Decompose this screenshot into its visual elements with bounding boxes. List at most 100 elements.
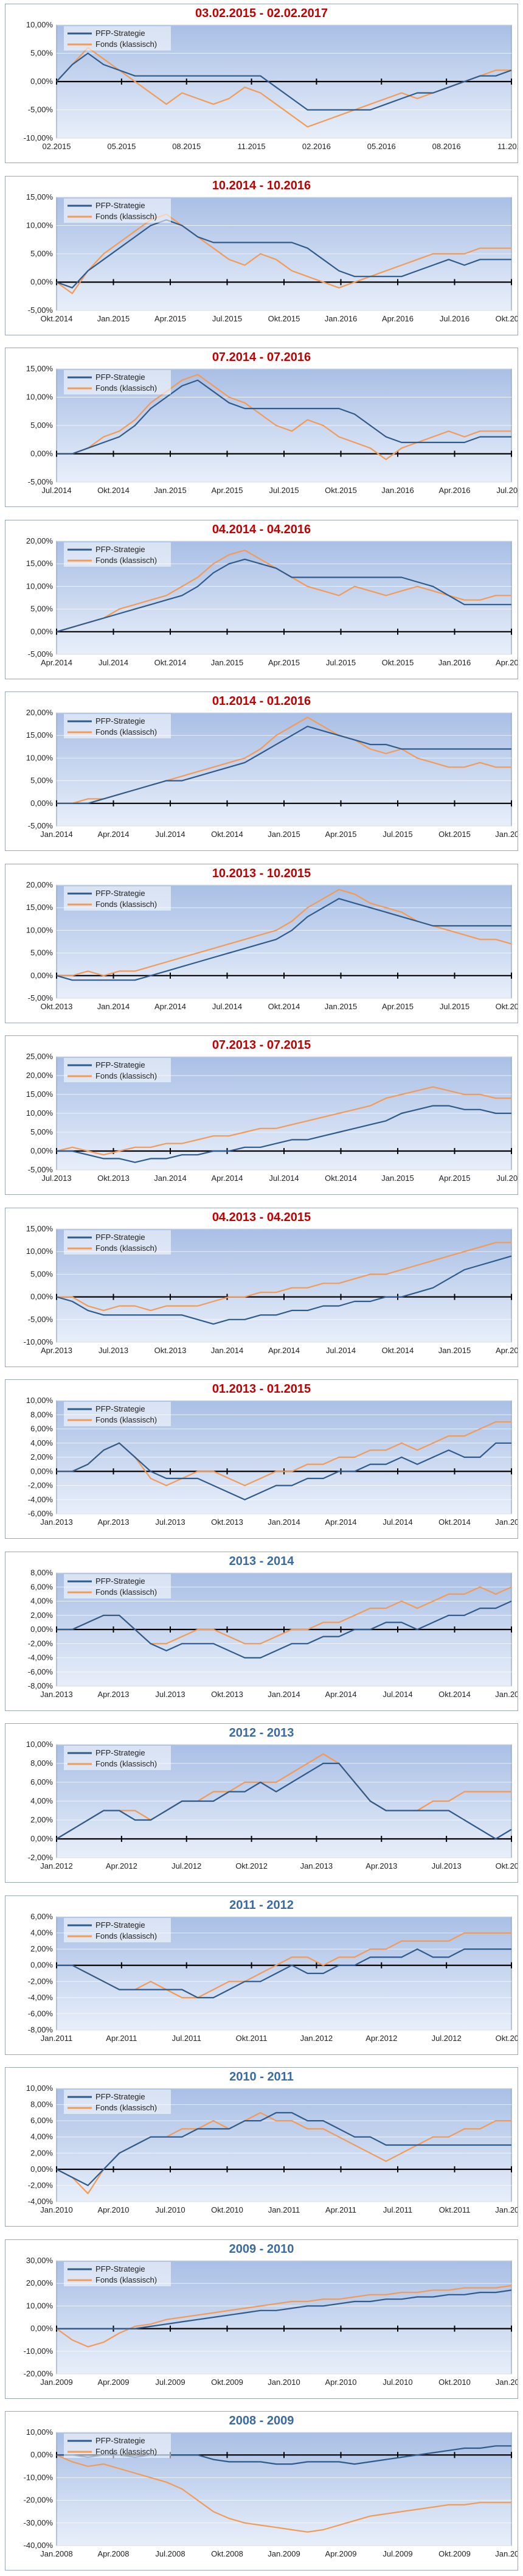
y-tick-label: -6,00% [28,2009,54,2018]
legend-label: Fonds (klassisch) [95,40,157,49]
x-tick-label: Okt.2012 [496,2034,518,2043]
x-tick-label: Jan.2015 [268,830,300,839]
y-tick-label: 0,00% [30,626,53,635]
x-tick-label: Apr.2012 [106,1861,137,1871]
series-line-pfp-strategie [57,379,511,455]
legend: PFP-Strategie Fonds (klassisch) [64,26,171,51]
y-tick-label: -5,00% [28,993,54,1003]
series-line-pfp-strategie [56,1762,512,1840]
x-tick-label: Jan.2015 [154,486,187,495]
y-tick-label: 2,00% [30,1610,53,1619]
chart-svg: 6,00% 4,00% 2,00% 0,00% -2,00% -4,00% -6,00% -8… [28,1912,518,2043]
y-tick-label: -2,00% [28,1481,54,1490]
legend-label: PFP-Strategie [95,545,145,554]
legend: PFP-Strategie Fonds (klassisch) [64,2434,171,2458]
y-tick-label: 0,00% [30,2323,53,2333]
y-tick-label: 5,00% [30,948,53,957]
x-tick-label: Jul.2014 [383,1690,412,1699]
chart-title: 2008 - 2009 [229,2414,294,2427]
x-tick-label: Jul.2016 [440,314,469,323]
x-tick-label: Apr.2011 [106,2034,137,2043]
x-tick-label: Okt.2009 [438,2549,471,2558]
y-tick-label: -5,00% [28,105,54,114]
y-tick-label: 0,00% [30,77,53,86]
x-tick-label: Okt.2013 [211,1690,243,1699]
y-tick-label: 15,00% [26,559,54,568]
y-tick-label: -2,00% [28,1639,54,1648]
chart-title: 10.2013 - 10.2015 [212,866,311,880]
legend-label: PFP-Strategie [95,2264,145,2273]
x-tick-label: Okt.2011 [439,2205,471,2214]
x-tick-label: Jan.2010 [40,2205,73,2214]
x-tick-label: Jul.2009 [155,2378,185,2387]
chart-svg: 20,00%15,00%10,00%5,00%0,00%-5,00%Okt.20… [26,880,518,1011]
legend-label: PFP-Strategie [95,716,145,726]
x-tick-label: Apr.2015 [268,658,300,667]
y-tick-label: -5,00% [28,1165,54,1174]
x-tick-label: Jan.2015 [97,314,130,323]
x-tick-label: 02.2015 [43,142,71,151]
chart-title: 10.2014 - 10.2016 [212,178,311,192]
y-tick-label: -4,00% [28,1495,54,1504]
x-tick-label: Okt.2015 [268,314,300,323]
x-tick-label: Jan.2016 [438,658,471,667]
x-tick-label: Okt.2014 [41,314,73,323]
y-tick-label: -4,00% [28,1653,54,1662]
y-tick-label: 10,00% [26,20,54,29]
chart-svg: 10,00%8,00%6,00%4,00%2,00%0,00%-2,00%Jan… [26,1740,518,1871]
y-tick-label: 4,00% [30,2132,53,2141]
x-tick-label: Jul.2013 [155,1517,185,1527]
x-tick-label: Apr.2013 [97,1690,129,1699]
x-tick-label: Okt.2014 [268,1002,300,1011]
x-tick-label: 08.2016 [432,142,461,151]
series-line-fonds-klassisch [56,2284,512,2347]
y-tick-label: -2,00% [28,1976,54,1986]
x-tick-label: Okt.2016 [496,314,518,323]
chart-panel: 07.2013 - 07.2015 25,00% 20,00% 15,00% 10,00… [5,1035,518,1195]
chart-panel: 10.2013 - 10.2015 20,00% 15,00% 10,00% 5,00%… [5,863,518,1023]
chart-title: 2009 - 2010 [229,2242,294,2256]
series-line-fonds-klassisch [56,1753,511,1839]
x-tick-label: Jan.2015 [211,658,244,667]
chart-panel: 2012 - 2013 10,00% 8,00% 6,00% 4,00% 2,00% 0,0… [5,1723,518,1883]
legend: PFP-Strategie Fonds (klassisch) [64,2090,171,2114]
x-tick-label: Jan.2008 [40,2549,73,2558]
x-tick-label: Jan.2013 [40,1517,73,1527]
legend-label: Fonds (klassisch) [95,2275,157,2284]
y-tick-label: 0,00% [30,970,53,979]
x-tick-label: Jan.2016 [325,314,358,323]
y-tick-label: 6,00% [30,1582,53,1591]
x-tick-label: Apr.2014 [325,1517,356,1527]
legend: PFP-Strategie Fonds (klassisch) [64,2261,171,2286]
series-line-fonds-klassisch [57,1241,511,1311]
x-tick-label: Jan.2014 [40,830,73,839]
y-tick-label: -2,00% [28,1853,54,1862]
y-tick-label: -2,00% [28,2180,54,2189]
x-tick-label: Jul.2012 [171,1861,201,1871]
x-tick-label: Okt.2009 [211,2378,243,2387]
x-tick-label: Jan.2011 [268,2205,300,2214]
x-tick-label: Okt.2013 [41,1002,73,1011]
x-tick-label: Apr.2008 [97,2549,129,2558]
x-tick-label: Apr.2014 [325,1690,356,1699]
y-tick-label: 0,00% [30,2165,53,2174]
x-tick-label: Jan.2014 [268,1517,300,1527]
x-tick-label: Jan.2014 [211,1346,244,1355]
chart-title: 2013 - 2014 [229,1554,294,1568]
legend-label: PFP-Strategie [95,201,145,210]
x-tick-label: Okt.2013 [154,1346,187,1355]
y-tick-label: 2,00% [30,1452,53,1461]
legend: PFP-Strategie Fonds (klassisch) [64,1746,171,1770]
series-line-fonds-klassisch [56,1086,511,1156]
y-tick-label: 0,00% [30,1292,53,1301]
x-tick-label: Apr.2014 [97,830,129,839]
chart-svg: 25,00% 20,00% 15,00% 10,00% 5,00% 0,00% -5,00%… [26,1052,518,1183]
x-tick-label: Okt.2010 [438,2378,471,2387]
y-tick-label: 4,00% [30,1796,53,1805]
x-tick-label: Jan.2014 [154,1174,187,1183]
series-line-pfp-strategie [57,1600,512,1659]
x-tick-label: Jul.2009 [383,2549,412,2558]
legend-label: PFP-Strategie [95,2436,145,2445]
x-tick-label: Jul.2014 [212,1002,242,1011]
y-tick-label: 10,00% [26,2301,54,2310]
